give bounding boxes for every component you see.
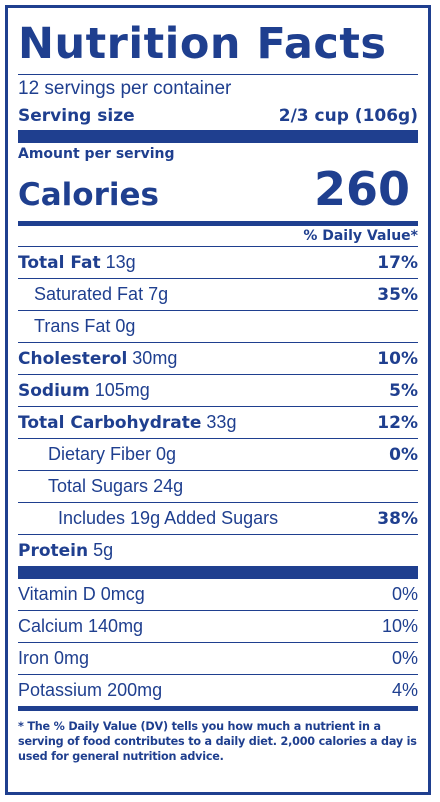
nutrient-dv: 5% <box>389 380 418 401</box>
nutrient-amount: 7g <box>148 284 169 304</box>
nutrient-name: Sodium <box>18 381 90 401</box>
nutrient-dv: 12% <box>377 412 418 433</box>
nutrition-label: Nutrition Facts 12 servings per containe… <box>5 5 431 795</box>
nutrient-name: Saturated Fat <box>34 284 144 304</box>
nutrient-amount: 5g <box>93 540 114 560</box>
vitamin-dv: 4% <box>391 680 418 700</box>
nutrient-row-protein: Protein 5g <box>18 534 418 566</box>
serving-size-label: Serving size <box>18 106 135 126</box>
vitamin-row-vitamin-d: Vitamin D 0mcg 0% <box>18 579 418 610</box>
vitamin-amount: 0mg <box>54 648 90 668</box>
nutrient-dv: 38% <box>377 508 418 529</box>
vitamin-name: Vitamin D <box>18 584 96 604</box>
nutrient-row-cholesterol: Cholesterol 30mg 10% <box>18 342 418 374</box>
nutrient-amount: 33g <box>206 412 237 432</box>
vitamin-dv: 10% <box>381 616 418 636</box>
vitamin-name: Iron <box>18 648 50 668</box>
servings-per-container: 12 servings per container <box>18 78 232 99</box>
vitamin-amount: 0mcg <box>100 584 145 604</box>
nutrient-amount: 24g <box>153 476 184 496</box>
nutrient-dv: 17% <box>377 252 418 273</box>
nutrient-name: Cholesterol <box>18 349 128 369</box>
nutrient-row-sodium: Sodium 105mg 5% <box>18 374 418 406</box>
nutrient-name: Trans Fat <box>34 316 111 336</box>
nutrient-name: Includes 19g Added Sugars <box>58 508 279 528</box>
nutrient-amount: 0g <box>156 444 177 464</box>
daily-value-header: % Daily Value* <box>303 228 418 244</box>
vitamins-section: Vitamin D 0mcg 0% Calcium 140mg 10% Iron… <box>18 579 418 706</box>
vitamin-row-potassium: Potassium 200mg 4% <box>18 674 418 706</box>
nutrient-dv: 0% <box>389 444 418 465</box>
nutrient-name: Dietary Fiber <box>48 444 152 464</box>
nutrient-row-saturated-fat: Saturated Fat 7g 35% <box>18 278 418 310</box>
calories-value: 260 <box>313 162 410 216</box>
vitamin-name: Potassium <box>18 680 103 700</box>
nutrient-amount: 30mg <box>132 348 178 368</box>
vitamin-row-iron: Iron 0mg 0% <box>18 642 418 674</box>
nutrient-amount: 13g <box>105 252 136 272</box>
nutrient-name: Total Carbohydrate <box>18 413 202 433</box>
amount-per-serving: Amount per serving <box>18 146 175 162</box>
serving-size-row: Serving size 2/3 cup (106g) <box>18 102 418 130</box>
vitamin-name: Calcium <box>18 616 84 636</box>
nutrient-amount: 0g <box>115 316 136 336</box>
label-title: Nutrition Facts <box>18 19 387 69</box>
vitamin-amount: 140mg <box>88 616 144 636</box>
calories-label: Calories <box>18 177 159 213</box>
nutrient-row-total-fat: Total Fat 13g 17% <box>18 246 418 278</box>
nutrient-row-trans-fat: Trans Fat 0g <box>18 310 418 342</box>
nutrient-row-total-sugars: Total Sugars 24g <box>18 470 418 502</box>
nutrient-name: Total Fat <box>18 253 101 273</box>
nutrient-dv: 10% <box>377 348 418 369</box>
nutrient-dv: 35% <box>377 284 418 305</box>
footnote: * The % Daily Value (DV) tells you how m… <box>18 720 417 763</box>
vitamin-dv: 0% <box>391 648 418 668</box>
nutrient-name: Protein <box>18 541 89 561</box>
nutrient-name: Total Sugars <box>48 476 149 496</box>
serving-size-value: 2/3 cup (106g) <box>278 106 418 126</box>
nutrient-row-dietary-fiber: Dietary Fiber 0g 0% <box>18 438 418 470</box>
vitamin-amount: 200mg <box>107 680 163 700</box>
nutrient-row-added-sugars: Includes 19g Added Sugars 38% <box>18 502 418 534</box>
nutrient-amount: 105mg <box>94 380 150 400</box>
vitamin-dv: 0% <box>391 584 418 604</box>
nutrient-row-total-carbohydrate: Total Carbohydrate 33g 12% <box>18 406 418 438</box>
vitamin-row-calcium: Calcium 140mg 10% <box>18 610 418 642</box>
calories-row: Calories 260 <box>18 163 418 215</box>
